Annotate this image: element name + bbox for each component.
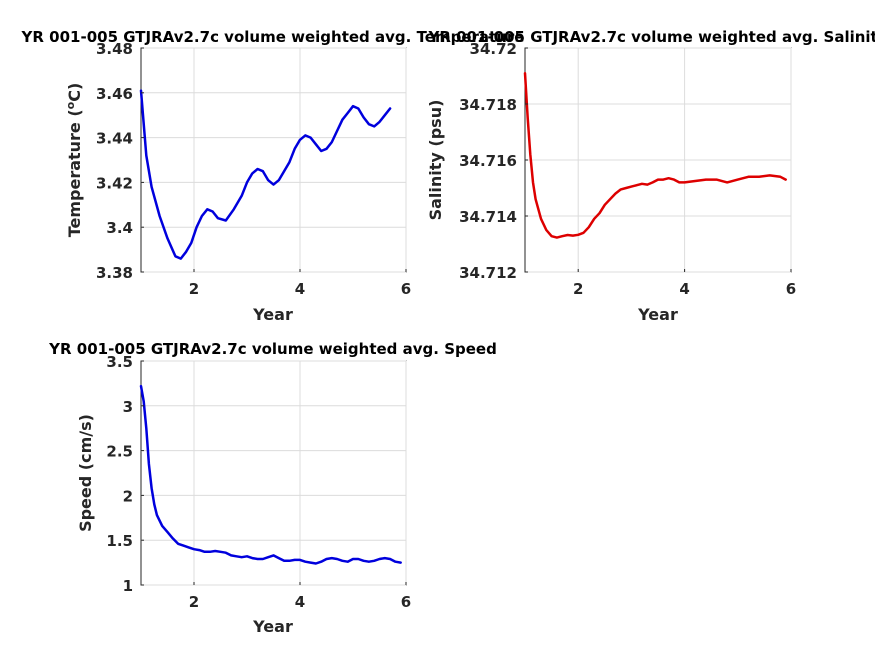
speed-ytick-label-1: 1.5 [106, 532, 133, 550]
temperature-xlabel: Year [252, 305, 293, 324]
salinity-ticks: 2 4 6 34.712 34.714 34.716 34.718 34.72 [459, 40, 796, 298]
salinity-grid [525, 47, 792, 273]
speed-xtick-label-2: 6 [401, 593, 411, 611]
speed-xtick-label-1: 4 [295, 593, 305, 611]
salinity-xtick-label-2: 6 [786, 280, 796, 298]
temperature-xtick-label-2: 6 [401, 280, 411, 298]
salinity-ytick-label-0: 34.712 [459, 264, 517, 282]
salinity-ytick-label-4: 34.72 [470, 40, 517, 58]
speed-xlabel: Year [252, 617, 293, 636]
speed-ytick-label-0: 1 [123, 577, 133, 595]
temperature-ylabel-main: Temperature ( [65, 109, 84, 237]
temperature-xtick-label-0: 2 [189, 280, 199, 298]
temperature-ylabel: Temperature (oC) [64, 83, 84, 238]
temperature-ytick-label-4: 3.46 [96, 85, 133, 103]
salinity-ytick-label-2: 34.716 [459, 152, 517, 170]
speed-ytick-label-3: 2.5 [106, 443, 133, 461]
salinity-ytick-label-3: 34.718 [459, 96, 517, 114]
speed-series-line [139, 384, 402, 565]
speed-ytick-label-2: 2 [123, 487, 133, 505]
speed-panel: 2 4 6 1 1.5 2 2.5 3 3.5 YR 001-005 GTJRAv2.7c vo… [48, 340, 497, 636]
speed-title: YR 001-005 GTJRAv2.7c volume weighted av… [48, 340, 497, 358]
speed-grid [141, 360, 407, 586]
temperature-ylabel-tail: C) [65, 83, 84, 102]
speed-ytick-label-5: 3.5 [106, 353, 133, 371]
temperature-axes-frame [140, 47, 407, 273]
temperature-ytick-label-2: 3.42 [96, 174, 133, 192]
salinity-xlabel: Year [637, 305, 678, 324]
temperature-grid [141, 47, 407, 273]
temperature-ytick-label-5: 3.48 [96, 40, 133, 58]
temperature-ytick-label-1: 3.4 [106, 219, 133, 237]
speed-xtick-label-0: 2 [189, 593, 199, 611]
temperature-ticks: 2 4 6 3.38 3.4 3.42 3.44 3.46 3.48 [96, 40, 411, 298]
speed-ytick-label-4: 3 [123, 398, 133, 416]
temperature-ytick-label-3: 3.44 [96, 130, 133, 148]
speed-ticks: 2 4 6 1 1.5 2 2.5 3 3.5 [106, 353, 411, 611]
salinity-panel: 2 4 6 34.712 34.714 34.716 34.718 34.72 YR 001-… [426, 28, 875, 324]
salinity-xtick-label-1: 4 [679, 280, 689, 298]
speed-axes-frame [140, 360, 407, 586]
salinity-title: YR 001-005 GTJRAv2.7c volume weighted av… [427, 28, 875, 46]
temperature-ylabel-sup: o [64, 101, 77, 109]
salinity-series-line [523, 71, 787, 239]
temperature-panel: 2 4 6 3.38 3.4 3.42 3.44 3.46 3.48 YR 001-005 GT… [21, 28, 525, 324]
temperature-ytick-label-0: 3.38 [96, 264, 133, 282]
salinity-xtick-label-0: 2 [573, 280, 583, 298]
salinity-ytick-label-1: 34.714 [459, 208, 517, 226]
temperature-title: YR 001-005 GTJRAv2.7c volume weighted av… [21, 28, 525, 46]
speed-ylabel: Speed (cm/s) [76, 414, 95, 532]
salinity-ylabel: Salinity (psu) [426, 100, 445, 221]
temperature-xtick-label-1: 4 [295, 280, 305, 298]
temperature-series-line [139, 89, 392, 260]
